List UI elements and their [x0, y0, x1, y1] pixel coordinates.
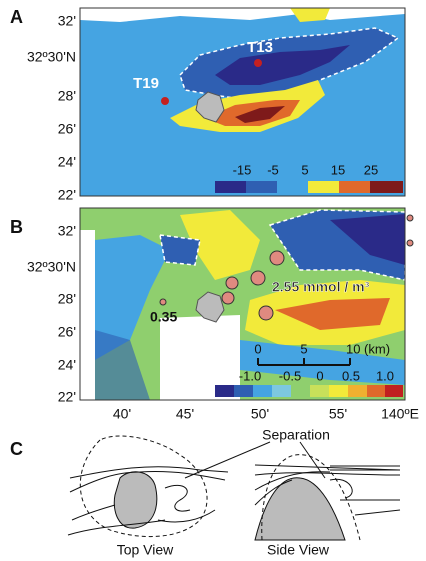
scale-label: 5: [300, 341, 307, 356]
colorbar-label: 15: [331, 162, 345, 177]
colorbar-label: 1.0: [376, 368, 394, 383]
colorbar-label: -0.5: [279, 368, 301, 383]
panel-b-ylabels: 32' 32º30'N 28' 26' 24' 22': [27, 223, 76, 405]
y-label: 26': [58, 324, 76, 340]
y-label: 32': [58, 223, 76, 239]
annotation: Separation: [262, 427, 330, 443]
panel-a-ylabels: 32' 32º30'N 28' 26' 24' 22': [27, 13, 76, 203]
colorbar: [215, 181, 403, 193]
panel-label: B: [10, 217, 23, 237]
colorbar-label: 25: [364, 162, 378, 177]
panel-label: C: [10, 439, 23, 459]
y-label: 32': [58, 13, 76, 29]
station-label: T19: [133, 75, 159, 92]
x-label: 55': [329, 406, 347, 422]
schematic-side-view: [255, 455, 400, 540]
land-mask: [80, 230, 95, 400]
scale-label: 10 (km): [346, 341, 390, 356]
y-label: 24': [58, 357, 76, 373]
panel-label: A: [10, 7, 23, 27]
y-label: 24': [58, 154, 76, 170]
colorbar-label: -1.0: [239, 368, 261, 383]
y-label: 22': [58, 187, 76, 203]
caption: Side View: [267, 542, 330, 558]
annotation: 0.35: [150, 309, 177, 325]
station-marker: [254, 59, 262, 67]
colorbar-label: -15: [233, 162, 252, 177]
x-label: 40': [113, 406, 131, 422]
colorbar-label: 0.5: [342, 368, 360, 383]
y-label: 28': [58, 88, 76, 104]
x-label: 50': [251, 406, 269, 422]
y-label: 22': [58, 389, 76, 405]
schematic-top-view: [68, 436, 228, 537]
contour: [160, 235, 200, 265]
annotation: 2.55 mmol / m³: [272, 279, 370, 295]
colorbar: [215, 385, 403, 397]
station-label: T13: [247, 39, 273, 56]
colorbar-label: -5: [267, 162, 279, 177]
figure: T13 T19 2.55 mmol / m³ 0.3: [0, 0, 426, 561]
colorbar-label: 0: [316, 368, 323, 383]
y-label: 26': [58, 121, 76, 137]
station-marker: [161, 97, 169, 105]
panel-b-xlabels: 40' 45' 50' 55' 140ºE: [113, 406, 419, 422]
caption: Top View: [117, 542, 174, 558]
x-label: 140ºE: [381, 406, 419, 422]
x-label: 45': [176, 406, 194, 422]
y-label: 28': [58, 291, 76, 307]
y-label: 32º30'N: [27, 259, 76, 275]
scale-label: 0: [254, 341, 261, 356]
y-label: 32º30'N: [27, 49, 76, 65]
colorbar-label: 5: [301, 162, 308, 177]
